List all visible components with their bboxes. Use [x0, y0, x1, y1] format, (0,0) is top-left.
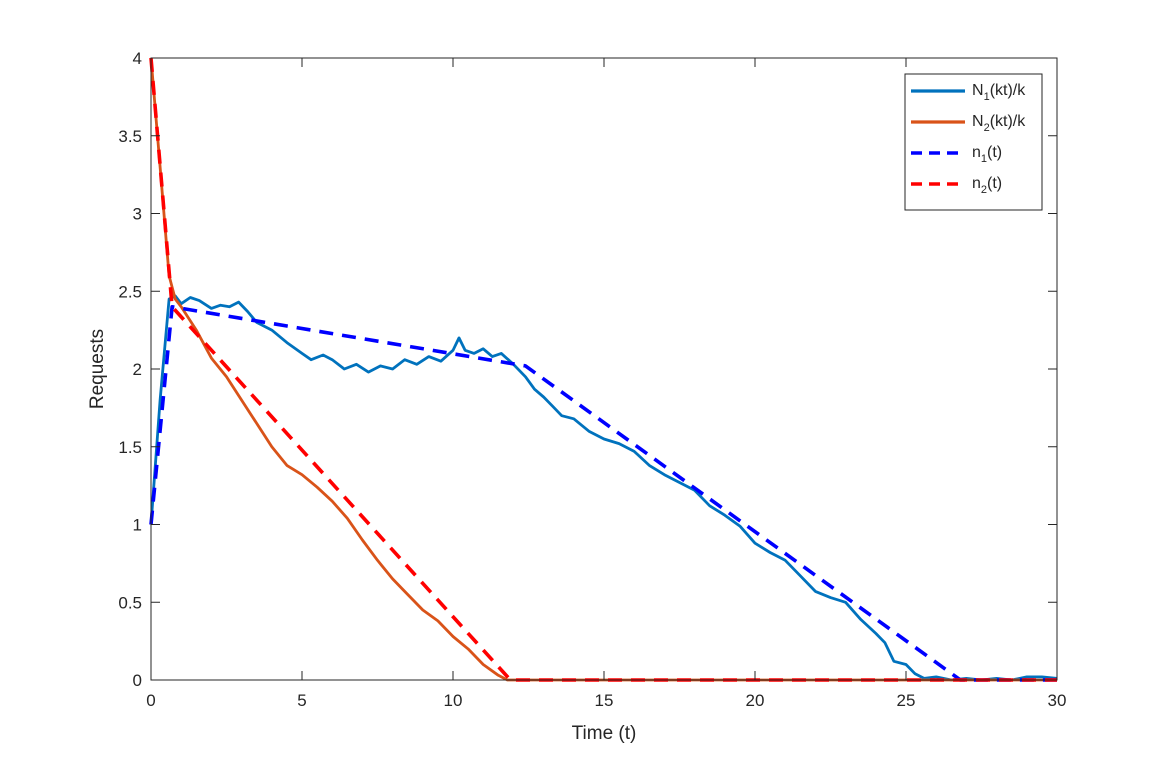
x-tick-label: 20: [746, 691, 765, 710]
y-tick-label: 3.5: [118, 127, 142, 146]
legend-label-n1: n1(t): [972, 144, 1002, 165]
x-tick-label: 25: [897, 691, 916, 710]
legend-label-n2: n2(t): [972, 175, 1002, 196]
x-axis-label: Time (t): [572, 723, 637, 744]
x-tick-label: 5: [297, 691, 306, 710]
x-tick-label: 15: [595, 691, 614, 710]
series-line-n1: [149, 304, 1057, 682]
x-tick-label: 0: [146, 691, 155, 710]
y-tick-label: 3: [133, 205, 142, 224]
x-tick-label: 10: [444, 691, 463, 710]
y-tick-label: 1: [133, 516, 142, 535]
y-tick-label: 0: [133, 671, 142, 690]
y-tick-label: 1.5: [118, 438, 142, 457]
y-tick-label: 0.5: [118, 593, 142, 612]
legend-box: [904, 73, 1043, 211]
legend-label-N1: N1(kt)/k: [972, 82, 1026, 103]
y-tick-label: 2.5: [118, 282, 142, 301]
legend-label-N2: N2(kt)/k: [972, 113, 1026, 134]
y-axis-label: Requests: [87, 329, 108, 409]
series-line-N1: [149, 294, 1058, 682]
x-tick-label: 30: [1048, 691, 1067, 710]
y-tick-label: 4: [133, 49, 142, 68]
series-line-n2: [149, 57, 1057, 682]
y-tick-label: 2: [133, 360, 142, 379]
